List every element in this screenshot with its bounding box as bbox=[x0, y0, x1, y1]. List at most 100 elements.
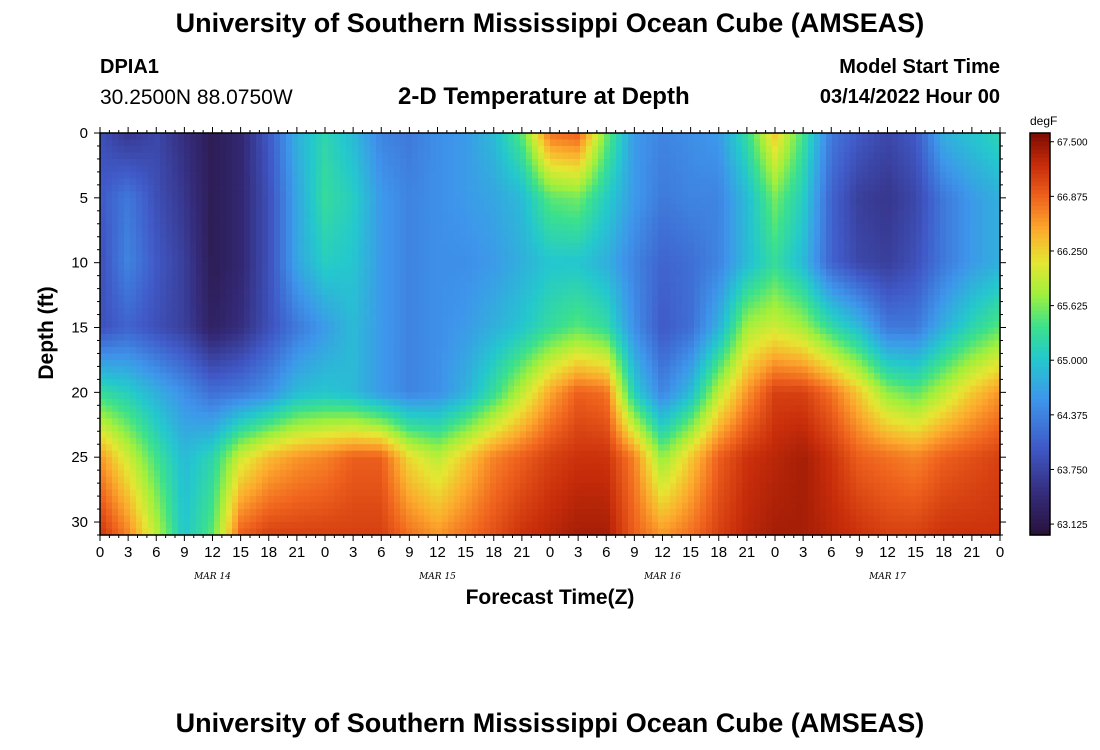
heatmap-cell bbox=[826, 210, 833, 218]
heatmap-cell bbox=[232, 236, 239, 244]
heatmap-cell bbox=[520, 204, 527, 212]
heatmap-cell bbox=[460, 152, 467, 160]
heatmap-cell bbox=[688, 275, 695, 283]
heatmap-cell bbox=[274, 191, 281, 199]
heatmap-cell bbox=[808, 210, 815, 218]
heatmap-cell bbox=[118, 346, 125, 355]
heatmap-cell bbox=[184, 217, 191, 225]
heatmap-cell bbox=[154, 236, 161, 244]
heatmap-cell bbox=[496, 269, 503, 277]
heatmap-cell bbox=[688, 321, 695, 329]
heatmap-cell bbox=[322, 346, 329, 355]
heatmap-cell bbox=[514, 230, 521, 238]
heatmap-cell bbox=[862, 308, 869, 316]
heatmap-cell bbox=[268, 223, 275, 231]
heatmap-cell bbox=[904, 191, 911, 199]
heatmap-cell bbox=[226, 282, 233, 290]
heatmap-cell bbox=[184, 139, 191, 147]
heatmap-cell bbox=[346, 197, 353, 205]
heatmap-cell bbox=[202, 217, 209, 225]
heatmap-cell bbox=[160, 145, 167, 154]
heatmap-cell bbox=[166, 145, 173, 154]
heatmap-cell bbox=[670, 301, 677, 309]
heatmap-cell bbox=[400, 178, 407, 186]
heatmap-cell bbox=[556, 184, 563, 192]
heatmap-cell bbox=[196, 133, 203, 141]
heatmap-cell bbox=[184, 210, 191, 218]
heatmap-cell bbox=[298, 133, 305, 141]
heatmap-cell bbox=[172, 230, 179, 238]
heatmap-cell bbox=[778, 256, 785, 264]
heatmap-cell bbox=[430, 165, 437, 173]
heatmap-cell bbox=[772, 314, 779, 322]
heatmap-cell bbox=[154, 230, 161, 238]
heatmap-cell bbox=[862, 301, 869, 309]
heatmap-cell bbox=[526, 204, 533, 212]
heatmap-cell bbox=[118, 275, 125, 283]
heatmap-cell bbox=[730, 327, 737, 335]
heatmap-cell bbox=[676, 191, 683, 199]
heatmap-cell bbox=[220, 340, 227, 348]
heatmap-cell bbox=[178, 230, 185, 238]
heatmap-cell bbox=[736, 314, 743, 322]
heatmap-cell bbox=[274, 223, 281, 231]
heatmap-cell bbox=[778, 158, 785, 167]
heatmap-cell bbox=[844, 139, 851, 147]
heatmap-cell bbox=[274, 340, 281, 348]
heatmap-cell bbox=[538, 133, 545, 141]
heatmap-cell bbox=[406, 269, 413, 277]
heatmap-cell bbox=[550, 275, 557, 283]
heatmap-cell bbox=[796, 243, 803, 251]
heatmap-cell bbox=[214, 308, 221, 316]
heatmap-cell bbox=[688, 184, 695, 192]
heatmap-cell bbox=[796, 230, 803, 238]
heatmap-cell bbox=[676, 217, 683, 225]
heatmap-cell bbox=[220, 327, 227, 335]
heatmap-cell bbox=[472, 133, 479, 141]
heatmap-cell bbox=[856, 178, 863, 186]
heatmap-cell bbox=[892, 249, 899, 257]
heatmap-cell bbox=[250, 275, 257, 283]
heatmap-cell bbox=[502, 210, 509, 218]
heatmap-cell bbox=[220, 346, 227, 355]
heatmap-cell bbox=[622, 340, 629, 348]
heatmap-cell bbox=[466, 158, 473, 167]
heatmap-cell bbox=[460, 171, 467, 179]
heatmap-cell bbox=[970, 223, 977, 231]
heatmap-cell bbox=[136, 230, 143, 238]
heatmap-cell bbox=[568, 152, 575, 160]
heatmap-cell bbox=[628, 288, 635, 296]
heatmap-cell bbox=[412, 223, 419, 231]
heatmap-cell bbox=[352, 327, 359, 335]
heatmap-cell bbox=[196, 346, 203, 355]
heatmap-cell bbox=[898, 158, 905, 167]
heatmap-cell bbox=[556, 269, 563, 277]
heatmap-cell bbox=[124, 327, 131, 335]
heatmap-cell bbox=[934, 256, 941, 264]
heatmap-cell bbox=[592, 133, 599, 141]
heatmap-cell bbox=[904, 178, 911, 186]
heatmap-cell bbox=[262, 165, 269, 173]
heatmap-cell bbox=[874, 295, 881, 303]
heatmap-cell bbox=[784, 288, 791, 296]
heatmap-cell bbox=[334, 191, 341, 199]
heatmap-cell bbox=[670, 197, 677, 205]
heatmap-cell bbox=[400, 334, 407, 342]
heatmap-cell bbox=[640, 184, 647, 192]
heatmap-cell bbox=[256, 262, 263, 270]
heatmap-cell bbox=[580, 184, 587, 192]
heatmap-cell bbox=[424, 210, 431, 218]
heatmap-cell bbox=[988, 184, 995, 192]
heatmap-cell bbox=[694, 282, 701, 290]
heatmap-cell bbox=[424, 288, 431, 296]
heatmap-cell bbox=[850, 230, 857, 238]
heatmap-cell bbox=[538, 230, 545, 238]
heatmap-cell bbox=[622, 321, 629, 329]
heatmap-cell bbox=[196, 197, 203, 205]
heatmap-cell bbox=[652, 314, 659, 322]
heatmap-cell bbox=[868, 171, 875, 179]
heatmap-cell bbox=[646, 275, 653, 283]
heatmap-cell bbox=[760, 334, 767, 342]
heatmap-cell bbox=[796, 269, 803, 277]
heatmap-cell bbox=[898, 314, 905, 322]
